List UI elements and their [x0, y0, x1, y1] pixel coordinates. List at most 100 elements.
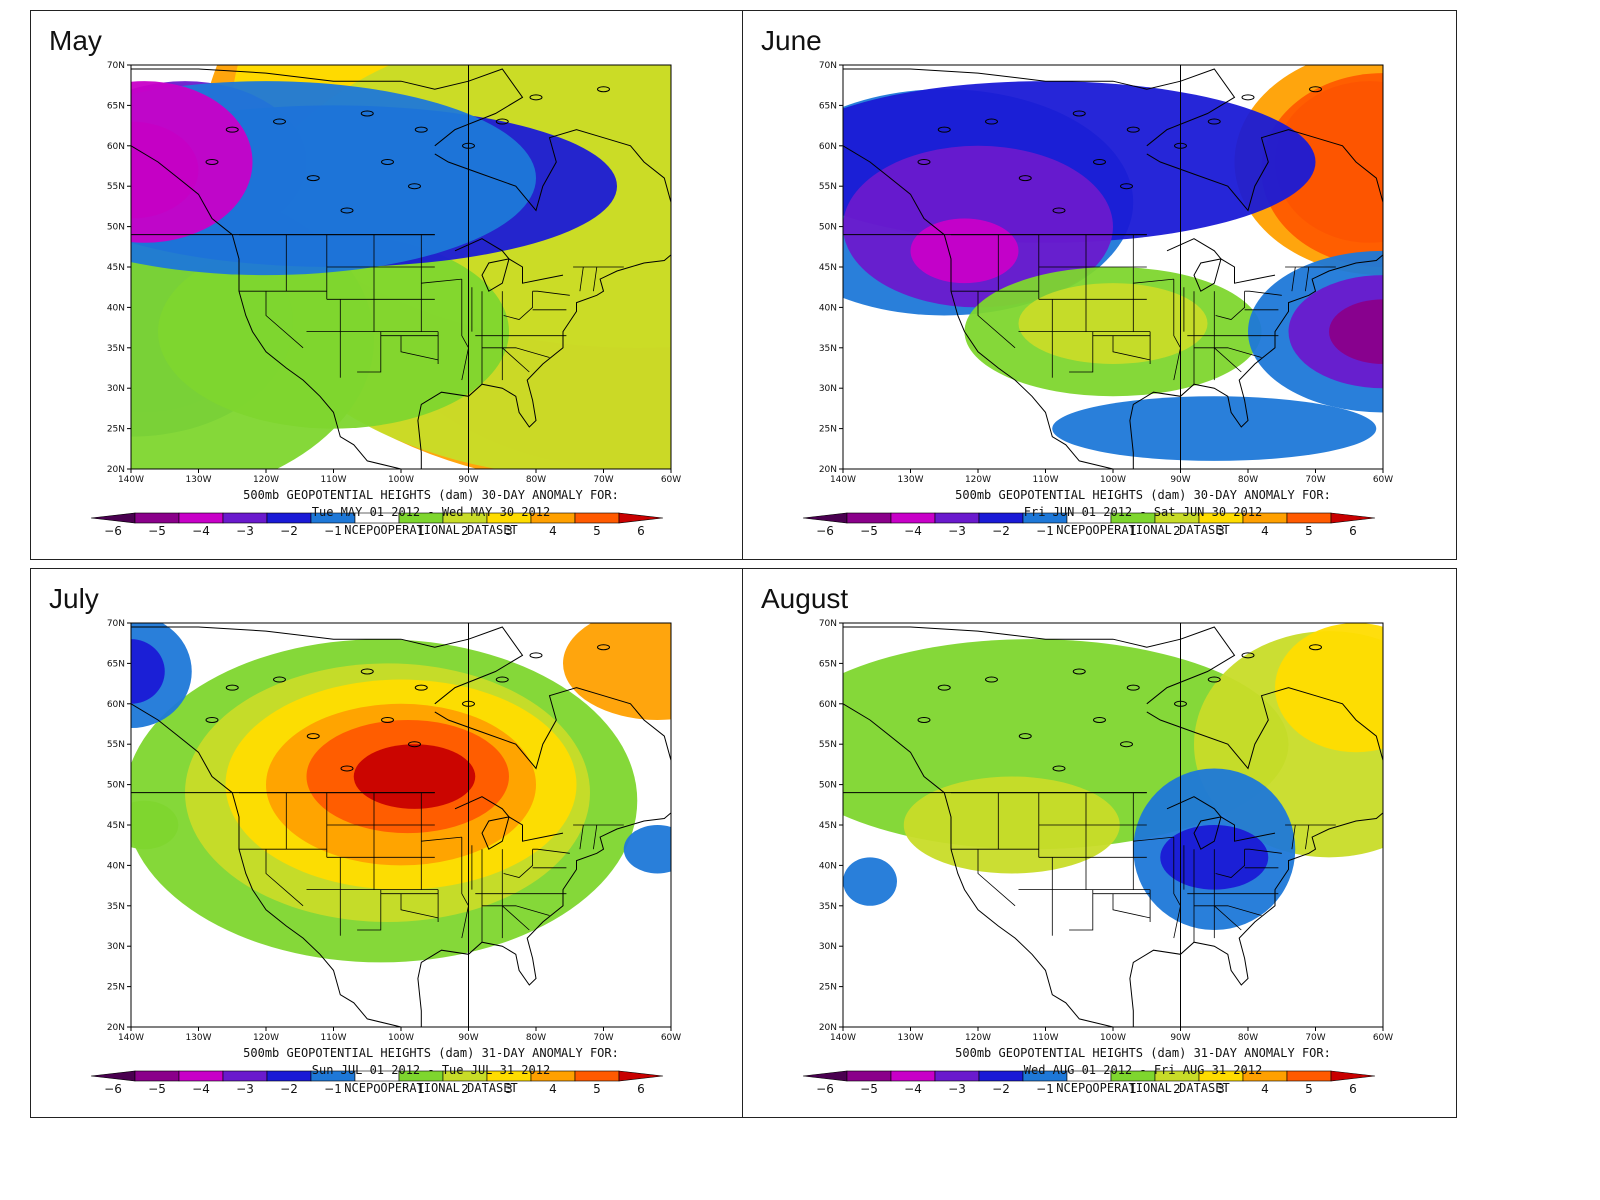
- island: [985, 118, 998, 125]
- coastline: [1166, 796, 1276, 850]
- state-border: [1244, 848, 1282, 854]
- anomaly-contour: [131, 81, 253, 243]
- island: [937, 684, 951, 691]
- lat-tick-label: 50N: [107, 223, 125, 233]
- lat-tick-label: 40N: [107, 303, 125, 313]
- coastline: [843, 68, 1236, 147]
- island: [360, 668, 374, 675]
- island: [597, 86, 610, 93]
- panel-title: May: [49, 25, 102, 56]
- colorbar-segment: [618, 512, 664, 524]
- colorbar-label: 3: [1217, 1082, 1225, 1096]
- lon-tick-label: 70W: [593, 475, 613, 485]
- state-border: [400, 335, 439, 361]
- coastline: [131, 145, 402, 469]
- colorbar-segment: [1286, 1070, 1332, 1082]
- coastline: [1166, 238, 1276, 292]
- colorbar-label: 0: [373, 1082, 381, 1096]
- lon-tick-label: 80W: [526, 1033, 546, 1043]
- lon-tick-label: 110W: [320, 1033, 346, 1043]
- colorbar-segment: [934, 512, 980, 524]
- colorbar-label: −1: [324, 1082, 342, 1096]
- coastlines: [131, 65, 671, 469]
- lat-tick-label: 45N: [107, 263, 125, 273]
- colorbar-label: 6: [1349, 1082, 1357, 1096]
- lat-tick-label: 55N: [107, 182, 125, 192]
- state-border: [461, 837, 469, 939]
- colorbar-segment: [978, 512, 1024, 524]
- coastline: [434, 129, 671, 212]
- coastline: [454, 796, 564, 850]
- lat-tick-label: 60N: [107, 142, 125, 152]
- lat-tick-label: 65N: [107, 659, 125, 669]
- colorbar-label: 1: [417, 524, 425, 538]
- state-border: [461, 279, 469, 381]
- lat-tick-label: 20N: [819, 1023, 837, 1033]
- lon-tick-label: 130W: [185, 475, 211, 485]
- lat-tick-label: 65N: [819, 659, 837, 669]
- coastline: [1146, 687, 1383, 770]
- caption-title: 500mb GEOPOTENTIAL HEIGHTS (dam) 30-DAY …: [243, 488, 619, 502]
- lat-tick-label: 65N: [107, 101, 125, 111]
- lat-tick-label: 55N: [819, 740, 837, 750]
- coastline: [131, 703, 402, 1027]
- state-border: [1194, 347, 1262, 358]
- state-border: [421, 836, 462, 842]
- coastline: [843, 703, 1114, 1027]
- state-border: [977, 291, 1016, 349]
- caption-dataset: NCEP OPERATIONAL DATASET: [344, 1081, 517, 1095]
- state-border: [1194, 905, 1262, 916]
- state-border: [1133, 836, 1174, 842]
- colorbar-label: 0: [373, 524, 381, 538]
- island: [205, 158, 219, 165]
- lon-tick-label: 110W: [1032, 475, 1058, 485]
- state-border: [1214, 347, 1242, 373]
- colorbar-label: 6: [1349, 524, 1357, 538]
- colorbar-segment: [1286, 512, 1332, 524]
- colorbar-label: −2: [992, 1082, 1010, 1096]
- lat-tick-label: 30N: [107, 384, 125, 394]
- coastline: [843, 145, 1114, 469]
- island: [381, 716, 394, 723]
- anomaly-field: [843, 65, 1383, 469]
- colorbar-label: 5: [593, 1082, 601, 1096]
- colorbar-label: −3: [948, 524, 966, 538]
- colorbar-label: −5: [860, 1082, 878, 1096]
- colorbar-label: 5: [1305, 1082, 1313, 1096]
- lon-tick-label: 140W: [830, 1033, 856, 1043]
- panel-title: July: [49, 583, 99, 614]
- colorbar-label: −2: [280, 1082, 298, 1096]
- colorbar-label: −5: [148, 524, 166, 538]
- island: [306, 175, 320, 182]
- lon-tick-label: 100W: [1100, 475, 1126, 485]
- colorbar-label: 3: [1217, 524, 1225, 538]
- caption-dataset: NCEP OPERATIONAL DATASET: [1056, 523, 1229, 537]
- lon-tick-label: 90W: [458, 1033, 478, 1043]
- island: [597, 644, 610, 651]
- anomaly-contour: [1275, 623, 1383, 753]
- island: [1309, 86, 1322, 93]
- colorbar-label: −3: [948, 1082, 966, 1096]
- colorbar-label: 5: [593, 524, 601, 538]
- panel-july: July 70N 65N 60N 55N 50N 45N 40N 35N 30N 25N 20N 14…: [30, 568, 745, 1118]
- anomaly-field: [131, 623, 671, 1027]
- lon-tick-label: 60W: [661, 1033, 681, 1043]
- colorbar-segment: [90, 1070, 136, 1082]
- colorbar-label: 1: [1129, 524, 1137, 538]
- colorbar-label: 4: [549, 1082, 557, 1096]
- lon-tick-label: 60W: [1373, 1033, 1393, 1043]
- colorbar-segment: [618, 1070, 664, 1082]
- lon-tick-label: 90W: [1170, 475, 1190, 485]
- panel-june: June 70N 65N 60N 55N 50N 45N 40N 35N 30N 25N 20N 14…: [742, 10, 1457, 560]
- anomaly-contour: [131, 800, 179, 850]
- island: [529, 652, 543, 659]
- state-border: [1244, 290, 1282, 296]
- anomaly-contour: [910, 218, 1019, 284]
- caption-dates: Sun JUL 01 2012 - Tue JUL 31 2012: [312, 1063, 550, 1077]
- lon-tick-label: 130W: [897, 475, 923, 485]
- lat-tick-label: 30N: [819, 942, 837, 952]
- colorbar-label: 4: [1261, 1082, 1269, 1096]
- island: [1207, 676, 1221, 683]
- island: [1126, 126, 1140, 133]
- coastlines: [131, 623, 671, 1027]
